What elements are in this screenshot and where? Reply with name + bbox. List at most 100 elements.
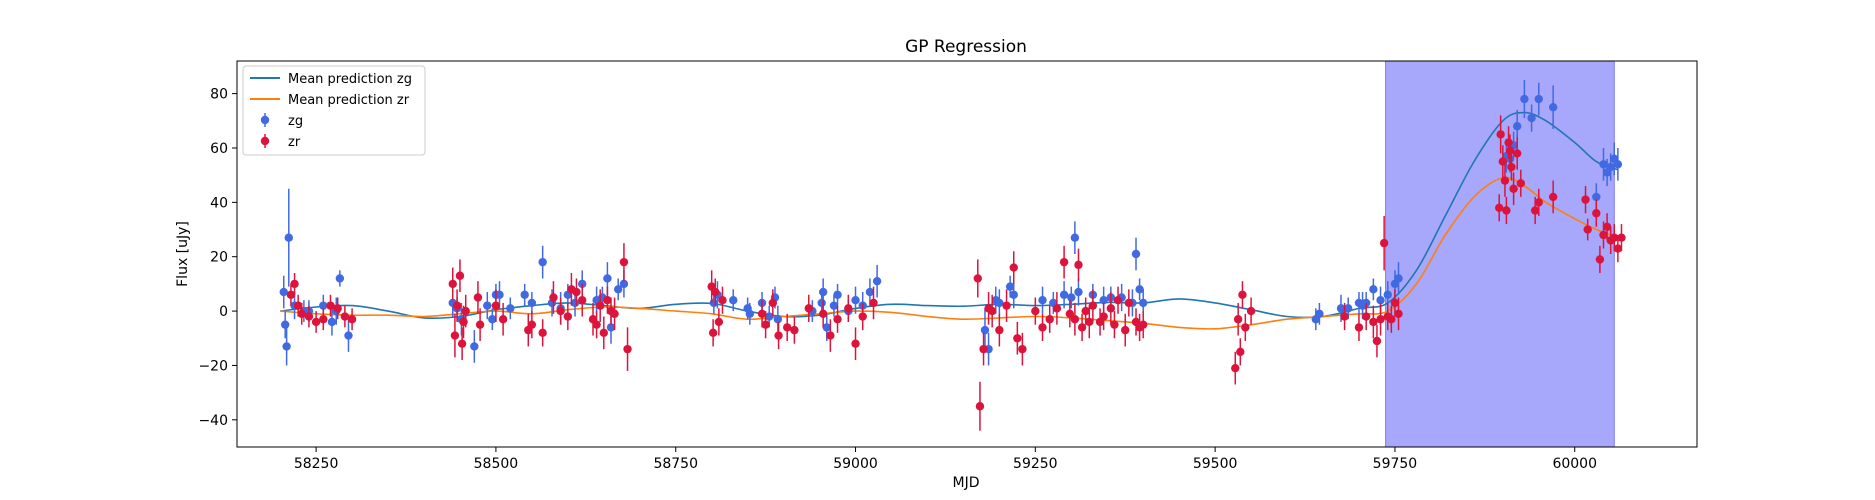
data-point-zr — [1065, 300, 1075, 328]
marker — [1581, 195, 1590, 204]
data-point-zr — [1113, 286, 1123, 314]
marker — [282, 342, 291, 351]
data-point-zg — [829, 294, 839, 317]
legend-label: zg — [288, 114, 303, 129]
marker — [1124, 298, 1134, 308]
data-point-zg — [613, 278, 623, 301]
marker — [718, 296, 727, 305]
data-point-zg — [1394, 262, 1403, 295]
marker — [606, 323, 616, 332]
marker — [1595, 255, 1605, 264]
data-point-zr — [1534, 188, 1543, 216]
data-point-zg — [872, 264, 882, 298]
marker — [538, 257, 547, 267]
data-point-zr — [461, 294, 470, 328]
marker — [995, 325, 1004, 335]
data-point-zr — [1031, 297, 1040, 325]
data-point-zr — [987, 294, 997, 328]
marker — [1383, 290, 1392, 299]
data-point-zg — [1599, 147, 1608, 181]
x-tick-label: 59500 — [1193, 456, 1238, 472]
marker — [1038, 296, 1047, 305]
data-point-zg — [851, 286, 860, 314]
marker — [293, 301, 303, 310]
marker — [452, 301, 462, 310]
marker — [280, 320, 290, 329]
data-point-zr — [610, 297, 619, 331]
data-point-zr — [1074, 248, 1083, 282]
marker — [488, 315, 497, 324]
marker — [1067, 293, 1076, 302]
marker — [822, 323, 831, 332]
marker — [817, 298, 826, 308]
data-point-zr — [768, 289, 778, 317]
marker — [1502, 206, 1511, 215]
marker — [833, 290, 842, 299]
data-point-zg — [1067, 286, 1076, 309]
data-point-zr — [290, 273, 299, 295]
marker — [714, 317, 724, 327]
data-point-zg — [833, 283, 842, 306]
legend: Mean prediction zg Mean prediction zr zg zr — [242, 65, 426, 156]
y-tick-label: 80 — [210, 87, 228, 103]
marker — [1088, 301, 1098, 310]
marker — [286, 290, 296, 299]
marker — [1512, 122, 1522, 131]
marker — [556, 306, 565, 316]
data-point-zg — [1548, 85, 1558, 129]
marker — [869, 298, 878, 308]
marker — [768, 298, 778, 308]
data-point-zr — [782, 313, 792, 341]
data-point-zg — [282, 327, 291, 366]
marker — [572, 287, 581, 297]
legend-label: zr — [288, 135, 301, 150]
marker — [1592, 192, 1601, 202]
marker — [773, 315, 783, 324]
marker — [1340, 312, 1349, 321]
data-point-zg — [284, 188, 293, 287]
marker — [457, 339, 467, 348]
data-point-zr — [1009, 251, 1018, 284]
marker — [333, 304, 342, 313]
data-point-zr — [1548, 180, 1558, 214]
y-tick-label: −20 — [198, 358, 228, 374]
marker — [319, 315, 328, 324]
data-point-zr — [774, 321, 783, 350]
marker — [1613, 160, 1623, 169]
marker — [1236, 347, 1245, 357]
data-point-zg — [335, 270, 345, 287]
marker — [1131, 249, 1141, 259]
data-point-zr — [473, 281, 483, 314]
data-point-zg — [1070, 221, 1080, 254]
data-point-zr — [498, 302, 508, 336]
marker — [1613, 244, 1623, 253]
marker — [1013, 334, 1022, 343]
marker — [1074, 287, 1083, 297]
marker — [483, 301, 492, 310]
legend-label: Mean prediction zg — [288, 72, 412, 87]
data-point-zr — [975, 381, 985, 431]
data-point-zr — [1495, 194, 1504, 222]
legend-entry-zr: zr — [260, 134, 301, 150]
data-point-zr — [818, 300, 828, 328]
data-point-zr — [1394, 297, 1403, 331]
marker — [1507, 162, 1516, 172]
data-point-zr — [1372, 324, 1382, 358]
data-point-zr — [1340, 302, 1349, 331]
data-point-zr — [714, 308, 724, 336]
marker — [563, 312, 573, 321]
marker — [1599, 230, 1608, 240]
data-point-zr — [619, 243, 629, 282]
data-point-zr — [538, 319, 547, 347]
data-point-zr — [1139, 311, 1148, 339]
marker — [757, 309, 767, 319]
marker — [1495, 203, 1504, 212]
data-point-zg — [745, 302, 754, 325]
marker — [1610, 233, 1619, 242]
data-point-zr — [711, 278, 720, 306]
marker — [708, 328, 718, 338]
marker — [1009, 263, 1018, 272]
marker — [872, 276, 882, 286]
data-point-zr — [1379, 215, 1389, 271]
